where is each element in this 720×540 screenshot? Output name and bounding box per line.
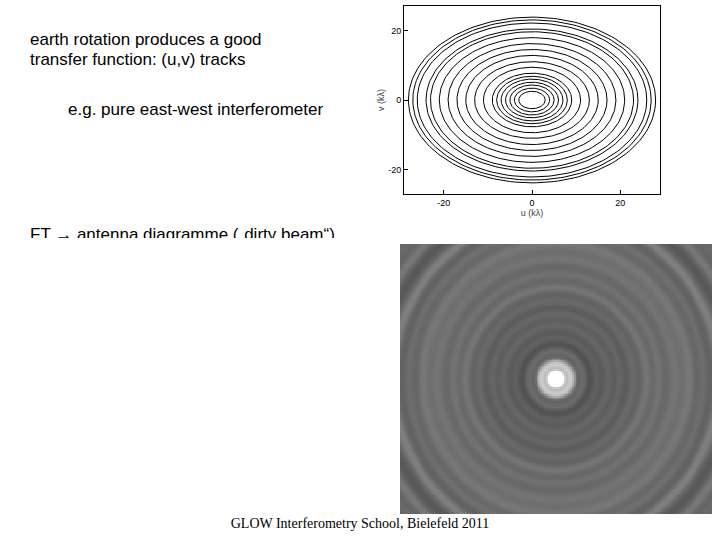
svg-text:0: 0 [396,95,401,105]
svg-text:20: 20 [391,26,401,36]
svg-text:-20: -20 [388,165,401,175]
svg-text:v (kλ): v (kλ) [376,89,386,111]
html-text:transfer function: (u,v) track: transfer function: (u,v) tracks [30,50,246,69]
svg-text:u (kλ): u (kλ) [521,208,544,218]
svg-text:20: 20 [615,198,625,208]
html-text:earth rotation produces a good: earth rotation produces a good [30,30,262,49]
html-text:FT → antenna diagramme („dirty: FT → antenna diagramme („dirty beam“) [30,225,335,244]
svg-text:0: 0 [529,198,534,208]
svg-text:-20: -20 [437,198,450,208]
html-text:GLOW Interferometry School, Bi: GLOW Interferometry School, Bielefeld 20… [230,516,490,531]
html-text:e.g. pure east-west interferom: e.g. pure east-west interferometer [68,100,324,119]
